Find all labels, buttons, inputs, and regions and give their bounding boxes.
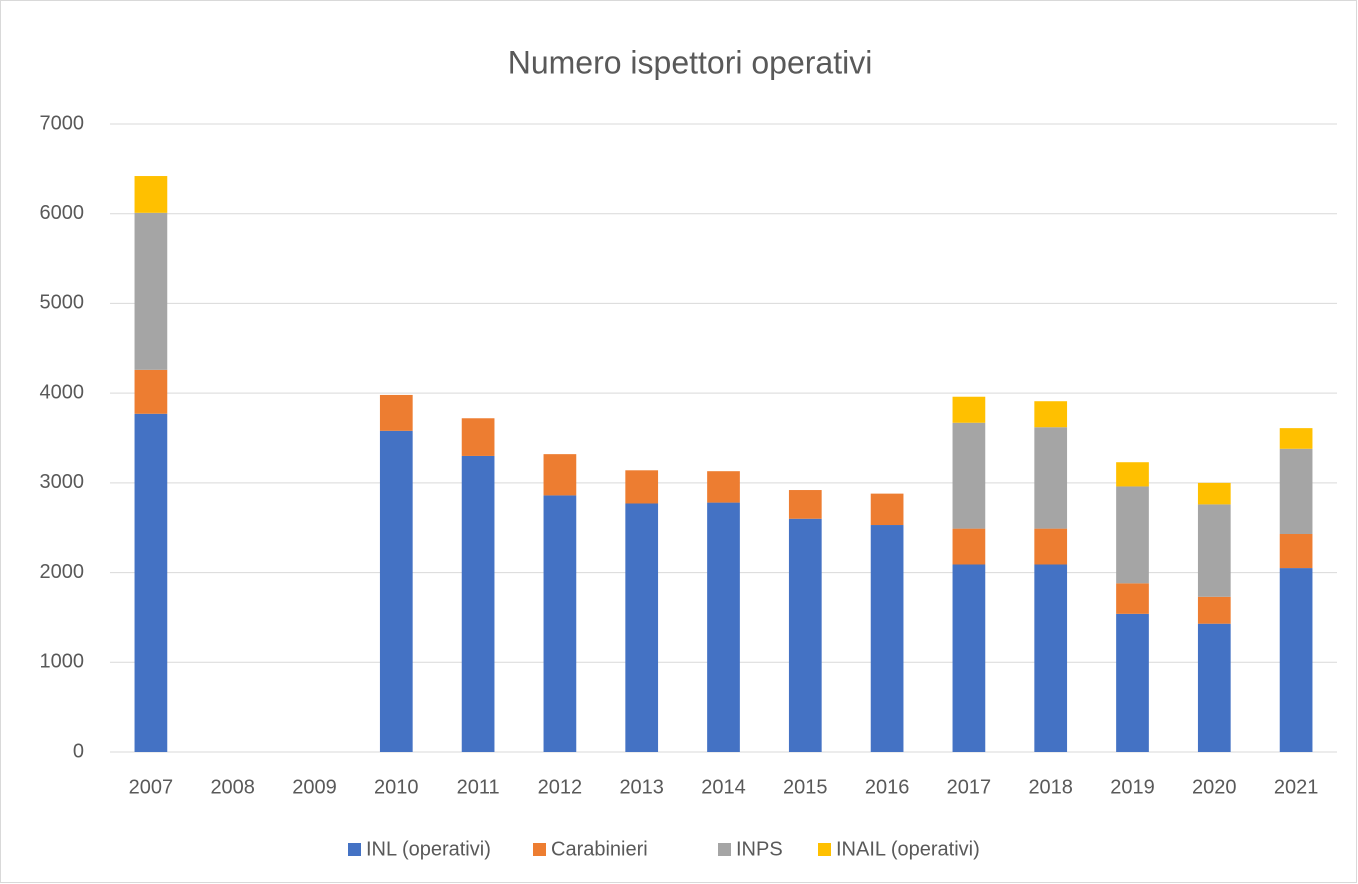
y-tick-label: 5000 [40, 292, 85, 314]
bar-segment [1116, 613, 1149, 752]
bar-segment [952, 528, 986, 565]
x-tick-label: 2012 [538, 776, 583, 798]
y-tick-label: 1000 [40, 651, 85, 673]
legend-label: INL (operativi) [366, 838, 491, 860]
legend-label: Carabinieri [551, 838, 648, 860]
bar-segment [870, 525, 904, 752]
bar-segment [1116, 486, 1149, 584]
bar-segment [952, 564, 986, 752]
bar-segment [625, 503, 659, 752]
x-tick-label: 2007 [129, 776, 174, 798]
bar-segment [1116, 462, 1149, 487]
bar-segment [1279, 568, 1313, 752]
bar-segment [1034, 427, 1068, 529]
bar-segment [134, 369, 168, 414]
bar-segment [1197, 596, 1231, 624]
bar-segment [1034, 401, 1068, 428]
bar-segment [952, 422, 986, 529]
bar-segment [134, 212, 168, 370]
x-tick-label: 2015 [783, 776, 828, 798]
bar-segment [1197, 482, 1231, 505]
bar-segment [1197, 504, 1231, 597]
y-tick-label: 6000 [40, 202, 85, 224]
y-tick-label: 7000 [40, 112, 85, 134]
bar-segment [134, 176, 168, 213]
bar-segment [1279, 428, 1313, 449]
bar-segment [379, 430, 413, 752]
bar-segment [1279, 448, 1313, 534]
x-tick-label: 2020 [1192, 776, 1237, 798]
x-tick-label: 2018 [1028, 776, 1073, 798]
bar-segment [952, 396, 986, 423]
y-tick-label: 2000 [40, 561, 85, 583]
x-tick-label: 2019 [1110, 776, 1155, 798]
x-tick-label: 2014 [701, 776, 746, 798]
chart-title: Numero ispettori operativi [508, 44, 873, 80]
bar-segment [461, 455, 495, 752]
bar-segment [461, 418, 495, 456]
legend-swatch [718, 843, 731, 856]
bar-segment [1279, 533, 1313, 569]
x-tick-label: 2008 [210, 776, 255, 798]
y-tick-label: 3000 [40, 471, 85, 493]
bar-segment [543, 454, 577, 496]
x-tick-label: 2009 [292, 776, 337, 798]
legend-swatch [348, 843, 361, 856]
bar-segment [870, 493, 904, 526]
x-tick-label: 2011 [457, 776, 500, 798]
bar-segment [134, 413, 168, 752]
legend-swatch [533, 843, 546, 856]
bar-segment [707, 502, 740, 752]
bar-segment [543, 495, 577, 752]
x-tick-label: 2021 [1274, 776, 1319, 798]
bar-segment [1116, 583, 1149, 614]
legend-label: INPS [736, 838, 783, 860]
x-tick-label: 2017 [947, 776, 992, 798]
legend-swatch [818, 843, 831, 856]
legend-label: INAIL (operativi) [836, 838, 980, 860]
y-tick-label: 0 [73, 740, 84, 762]
x-tick-label: 2010 [374, 776, 419, 798]
bar-segment [1034, 528, 1068, 565]
x-tick-label: 2013 [619, 776, 664, 798]
bar-segment [625, 470, 659, 504]
bar-segment [707, 471, 740, 503]
bar-segment [1034, 564, 1068, 752]
bar-segment [788, 490, 822, 519]
bar-segment [788, 518, 822, 752]
x-tick-label: 2016 [865, 776, 910, 798]
bar-segment [379, 394, 413, 431]
bar-segment [1197, 623, 1231, 752]
y-tick-label: 4000 [40, 381, 85, 403]
